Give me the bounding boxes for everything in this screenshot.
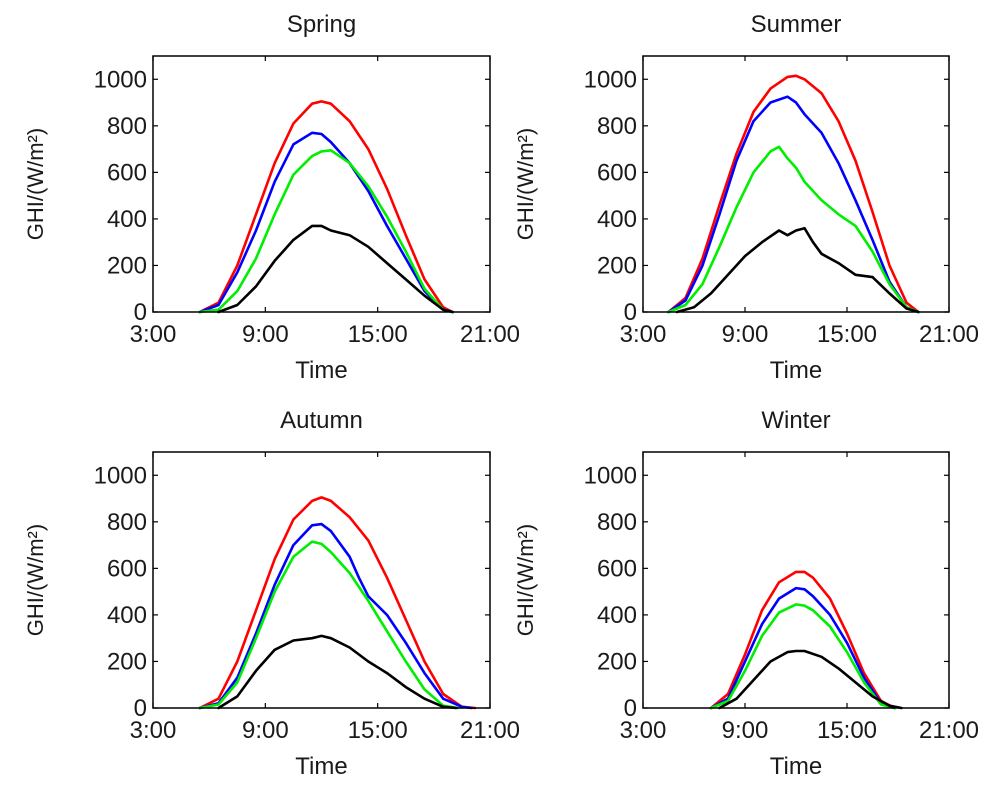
- plot-frame: [642, 451, 950, 709]
- x-tick-label: 9:00: [722, 321, 769, 348]
- x-tick-label: 3:00: [620, 321, 667, 348]
- y-tick-label: 600: [597, 555, 637, 582]
- series-line-0: [667, 74, 920, 314]
- x-tick-label: 15:00: [817, 321, 877, 348]
- series-line-0: [198, 100, 454, 314]
- x-tick-label: 21:00: [460, 321, 520, 348]
- series-line-3: [217, 634, 458, 710]
- y-tick-label: 0: [624, 299, 637, 326]
- chart-title: Winter: [761, 407, 830, 434]
- x-tick-label: 9:00: [242, 717, 289, 744]
- y-tick-label: 400: [107, 206, 147, 233]
- chart-panel-1: Summer 3:00 9:00 15:00 21:00 0 200 400 600 800 100…: [513, 11, 979, 384]
- y-tick-label: 600: [107, 159, 147, 186]
- chart-title: Summer: [751, 11, 842, 38]
- series-line-3: [718, 649, 903, 710]
- y-tick-label: 800: [107, 113, 147, 140]
- y-tick-label: 400: [107, 602, 147, 629]
- y-axis-label: GHI/(W/m²): [513, 128, 538, 240]
- series-line-0: [198, 496, 477, 710]
- x-tick-label: 21:00: [919, 321, 979, 348]
- chart-title: Autumn: [280, 407, 363, 434]
- y-tick-label: 200: [597, 252, 637, 279]
- y-tick-label: 1000: [584, 462, 637, 489]
- y-tick-label: 600: [597, 159, 637, 186]
- series-line-1: [198, 131, 454, 314]
- x-tick-label: 9:00: [242, 321, 289, 348]
- x-axis-label: Time: [770, 357, 822, 384]
- chart-panel-0: Spring 3:00 9:00 15:00 21:00 0 200 400 600 800 100…: [23, 11, 520, 384]
- x-tick-label: 3:00: [620, 717, 667, 744]
- series-line-2: [198, 540, 460, 710]
- x-tick-label: 15:00: [348, 321, 408, 348]
- y-tick-label: 200: [107, 252, 147, 279]
- y-axis-label: GHI/(W/m²): [513, 524, 538, 636]
- x-tick-label: 15:00: [348, 717, 408, 744]
- series-line-1: [667, 95, 920, 314]
- y-tick-label: 800: [107, 509, 147, 536]
- x-tick-label: 9:00: [722, 717, 769, 744]
- series-line-2: [198, 149, 454, 314]
- plot-frame: [152, 451, 491, 709]
- series-line-0: [709, 570, 896, 710]
- y-tick-label: 1000: [94, 462, 147, 489]
- y-tick-label: 1000: [584, 66, 637, 93]
- y-tick-label: 1000: [94, 66, 147, 93]
- x-tick-label: 15:00: [817, 717, 877, 744]
- x-tick-label: 21:00: [460, 717, 520, 744]
- x-axis-label: Time: [295, 753, 347, 780]
- chart-panel-2: Autumn 3:00 9:00 15:00 21:00 0 200 400 600 800 100…: [23, 407, 520, 780]
- series-line-2: [667, 145, 920, 314]
- chart-title: Spring: [287, 11, 356, 38]
- x-axis-label: Time: [295, 357, 347, 384]
- y-axis-label: GHI/(W/m²): [23, 524, 48, 636]
- y-tick-label: 200: [107, 648, 147, 675]
- y-tick-label: 200: [597, 648, 637, 675]
- series-line-1: [709, 586, 896, 710]
- y-tick-label: 0: [134, 299, 147, 326]
- x-tick-label: 3:00: [130, 321, 177, 348]
- x-tick-label: 21:00: [919, 717, 979, 744]
- y-tick-label: 800: [597, 509, 637, 536]
- plot-frame: [152, 55, 491, 313]
- y-tick-label: 400: [597, 602, 637, 629]
- y-tick-label: 600: [107, 555, 147, 582]
- series-line-1: [198, 522, 473, 710]
- y-axis-label: GHI/(W/m²): [23, 128, 48, 240]
- series-line-3: [217, 224, 454, 314]
- x-axis-label: Time: [770, 753, 822, 780]
- y-tick-label: 400: [597, 206, 637, 233]
- chart-panel-3: Winter 3:00 9:00 15:00 21:00 0 200 400 600 800 100…: [513, 407, 979, 780]
- y-tick-label: 800: [597, 113, 637, 140]
- plot-frame: [642, 55, 950, 313]
- series-line-3: [675, 226, 920, 314]
- y-tick-label: 0: [134, 695, 147, 722]
- x-tick-label: 3:00: [130, 717, 177, 744]
- series-line-2: [709, 603, 896, 710]
- y-tick-label: 0: [624, 695, 637, 722]
